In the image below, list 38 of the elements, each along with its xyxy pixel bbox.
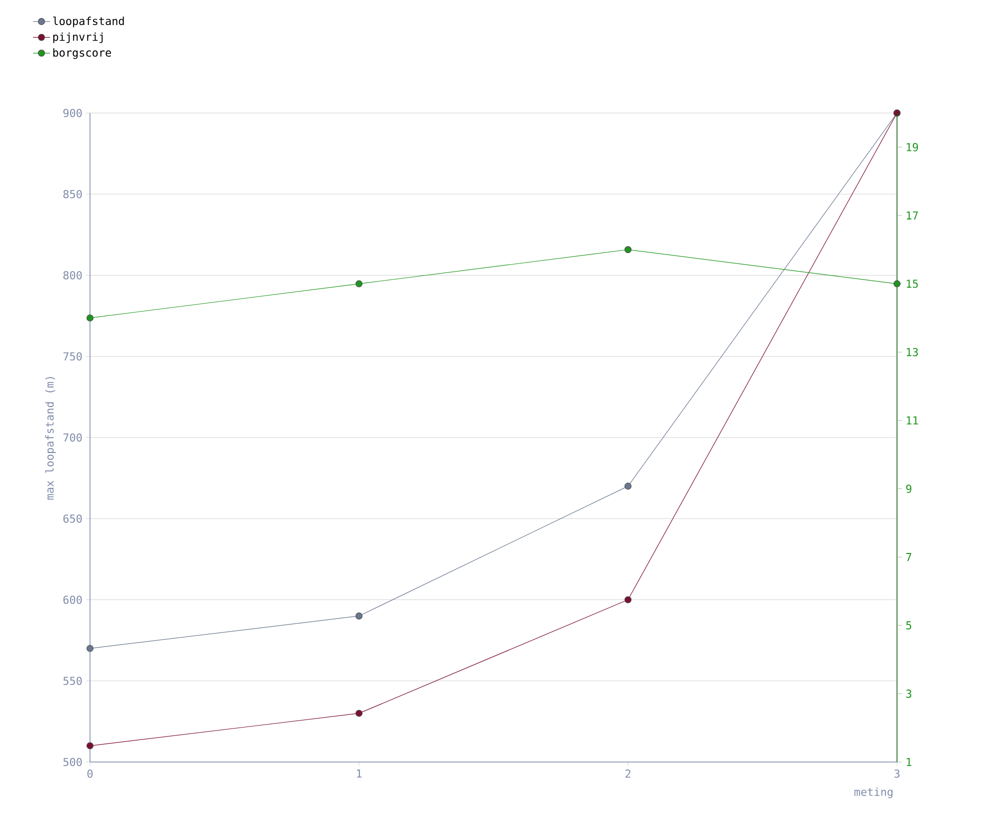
y-tick-label: 700 [63, 433, 82, 442]
y2-tick-label: 17 [906, 211, 918, 220]
y-tick-label: 500 [63, 758, 82, 766]
y2-tick-label: 15 [906, 280, 918, 288]
y-tick-label: 850 [63, 190, 82, 198]
y2-tick-label: 1 [906, 758, 912, 766]
point [356, 612, 362, 620]
y-tick-label: 750 [63, 352, 82, 361]
y2-tick-label: 9 [906, 484, 912, 493]
x-axis-title: meting [854, 788, 892, 798]
y-axis-title: max loopafstand (m) [45, 377, 56, 500]
x-tick-label: 2 [626, 770, 630, 778]
y2-tick-label: 5 [906, 621, 912, 630]
point [86, 644, 94, 652]
legend-label: borgscore [53, 48, 111, 59]
y2-tick-label: 7 [906, 553, 912, 562]
point [624, 482, 632, 490]
point [86, 314, 94, 322]
y2-tick-label: 11 [906, 416, 918, 424]
y-tick-label: 650 [63, 514, 82, 523]
point [624, 596, 632, 604]
y2-tick-label: 19 [906, 143, 918, 152]
y-tick-label: 550 [63, 676, 82, 686]
x-tick-label: 3 [894, 770, 900, 778]
x-tick-label: 1 [357, 770, 362, 778]
x-tick-label: 0 [87, 770, 93, 778]
y-tick-label: 800 [63, 271, 82, 280]
y2-tick-label: 3 [906, 690, 912, 698]
point [624, 246, 632, 254]
point [356, 280, 362, 288]
y-tick-label: 600 [63, 596, 82, 604]
point [86, 742, 94, 750]
point [894, 280, 900, 288]
point [356, 710, 362, 717]
legend-label: loopafstand [53, 16, 124, 28]
legend-label: pijnvrij [53, 32, 103, 44]
y2-tick-label: 13 [906, 348, 918, 356]
y-tick-label: 900 [63, 108, 82, 118]
